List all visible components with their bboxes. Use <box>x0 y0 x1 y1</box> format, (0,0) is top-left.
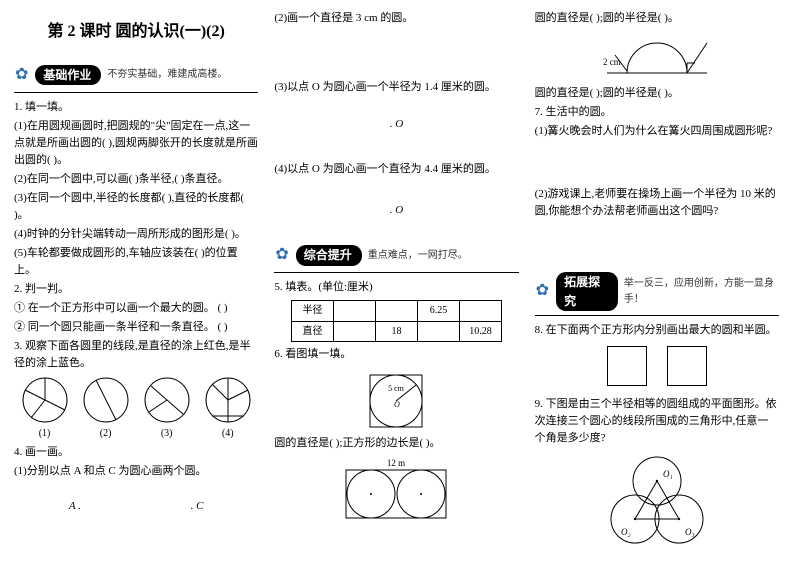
q2-1: ① 在一个正方形中可以画一个最大的圆。 ( ) <box>14 300 258 317</box>
point-c: . C <box>191 498 204 515</box>
cell <box>375 301 417 322</box>
point-o-2: . O <box>274 202 518 219</box>
circle-diagrams-row: (1) (2) (3) (4) <box>14 376 258 442</box>
point-o-1: . O <box>274 116 518 133</box>
cell: 10.28 <box>459 321 501 342</box>
badge-basic-label: 基础作业 <box>35 65 101 86</box>
cap-1: (1) <box>21 426 69 442</box>
q4: 4. 画一画。 <box>14 444 258 461</box>
cell: 6.25 <box>417 301 459 322</box>
q6-a: 圆的直径是( );正方形的边长是( )。 <box>274 435 518 452</box>
divider <box>274 272 518 273</box>
cell <box>417 321 459 342</box>
badge-improve: ✿ 综合提升 重点难点，一网打尽。 <box>274 243 518 268</box>
cell: 半径 <box>291 301 333 322</box>
cell <box>459 301 501 322</box>
point-a: A . <box>69 498 81 515</box>
circle-diagram-1: (1) <box>21 376 69 442</box>
label-12m: 12 m <box>387 458 405 468</box>
cap-2: (2) <box>82 426 130 442</box>
square-2 <box>667 346 707 386</box>
q8: 8. 在下面两个正方形内分别画出最大的圆和半圆。 <box>535 322 779 339</box>
q1-3: (3)在同一个圆中,半径的长度都( ),直径的长度都( )。 <box>14 190 258 224</box>
q5: 5. 填表。(单位:厘米) <box>274 279 518 296</box>
q4-4: (4)以点 O 为圆心画一个直径为 4.4 厘米的圆。 <box>274 161 518 178</box>
square-1 <box>607 346 647 386</box>
star-icon: ✿ <box>535 279 550 304</box>
badge-extend-label: 拓展探究 <box>556 272 618 311</box>
circle-diagram-2: (2) <box>82 376 130 442</box>
label-o2: O₂ <box>621 527 631 537</box>
divider <box>535 315 779 316</box>
badge-basic-tag: 不夯实基础，难建成高楼。 <box>107 67 227 83</box>
cap-4: (4) <box>204 426 252 442</box>
column-1: 第 2 课时 圆的认识(一)(2) ✿ 基础作业 不夯实基础，难建成高楼。 1.… <box>14 10 258 557</box>
cell <box>333 321 375 342</box>
label-o1: O₁ <box>663 469 673 479</box>
q1: 1. 填一填。 <box>14 99 258 116</box>
badge-extend-tag: 举一反三，应用创新，方能一显身手！ <box>624 276 779 307</box>
q2-2: ② 同一个圆只能画一条半径和一条直径。 ( ) <box>14 319 258 336</box>
q6-b: 圆的直径是( );圆的半径是( )。 <box>535 10 779 27</box>
q4-1: (1)分别以点 A 和点 C 为圆心画两个圆。 <box>14 463 258 480</box>
badge-basic: ✿ 基础作业 不夯实基础，难建成高楼。 <box>14 63 258 88</box>
divider <box>14 92 258 93</box>
q1-5: (5)车轮都要做成圆形的,车轴应该装在( )的位置上。 <box>14 245 258 279</box>
fig-square-circle: 5 cm O <box>274 369 518 433</box>
q4-2: (2)画一个直径是 3 cm 的圆。 <box>274 10 518 27</box>
points-ac: A . . C <box>14 498 258 515</box>
q1-2: (2)在同一个圆中,可以画( )条半径,( )条直径。 <box>14 171 258 188</box>
circle-diagram-3: (3) <box>143 376 191 442</box>
q9: 9. 下图是由三个半径相等的圆组成的平面图形。依次连接三个圆心的线段所围成的三角… <box>535 396 779 447</box>
q1-4: (4)时钟的分针尖端转动一周所形成的图形是( )。 <box>14 226 258 243</box>
q7-1: (1)篝火晚会时人们为什么在篝火四周围成圆形呢? <box>535 123 779 140</box>
label-5cm: 5 cm <box>389 384 406 393</box>
circle-diagram-4: (4) <box>204 376 252 442</box>
star-icon: ✿ <box>274 243 289 268</box>
column-3: 圆的直径是( );圆的半径是( )。 2 cm 圆的直径是( );圆的半径是( … <box>535 10 779 557</box>
two-squares <box>535 346 779 386</box>
lesson-title: 第 2 课时 圆的认识(一)(2) <box>14 20 258 45</box>
q7: 7. 生活中的圆。 <box>535 104 779 121</box>
cap-3: (3) <box>143 426 191 442</box>
badge-improve-label: 综合提升 <box>296 245 362 266</box>
cell: 18 <box>375 321 417 342</box>
star-icon: ✿ <box>14 63 29 88</box>
label-o: O <box>394 400 400 409</box>
table-row: 直径 18 10.28 <box>291 321 501 342</box>
cell: 直径 <box>291 321 333 342</box>
column-2: (2)画一个直径是 3 cm 的圆。 (3)以点 O 为圆心画一个半径为 1.4… <box>274 10 518 557</box>
table-row: 半径 6.25 <box>291 301 501 322</box>
fig-three-circles: O₁ O₂ O₃ <box>535 453 779 553</box>
radius-diameter-table: 半径 6.25 直径 18 10.28 <box>291 300 502 342</box>
q7-2: (2)游戏课上,老师要在操场上画一个半径为 10 米的圆,你能想个办法帮老师画出… <box>535 186 779 220</box>
q1-1: (1)在用圆规画圆时,把圆规的"尖"固定在一点,这一点就是所画出圆的( ),圆规… <box>14 118 258 169</box>
fig-two-circles-rect: 12 m <box>274 458 518 520</box>
fig-semicircle-triangle: 2 cm <box>535 33 779 83</box>
q2: 2. 判一判。 <box>14 281 258 298</box>
q4-3: (3)以点 O 为圆心画一个半径为 1.4 厘米的圆。 <box>274 79 518 96</box>
q6: 6. 看图填一填。 <box>274 346 518 363</box>
cell <box>333 301 375 322</box>
badge-improve-tag: 重点难点，一网打尽。 <box>368 248 468 264</box>
q3: 3. 观察下面各圆里的线段,是直径的涂上红色,是半径的涂上蓝色。 <box>14 338 258 372</box>
label-o3: O₃ <box>685 527 695 537</box>
badge-extend: ✿ 拓展探究 举一反三，应用创新，方能一显身手！ <box>535 272 779 311</box>
q6-c: 圆的直径是( );圆的半径是( )。 <box>535 85 779 102</box>
